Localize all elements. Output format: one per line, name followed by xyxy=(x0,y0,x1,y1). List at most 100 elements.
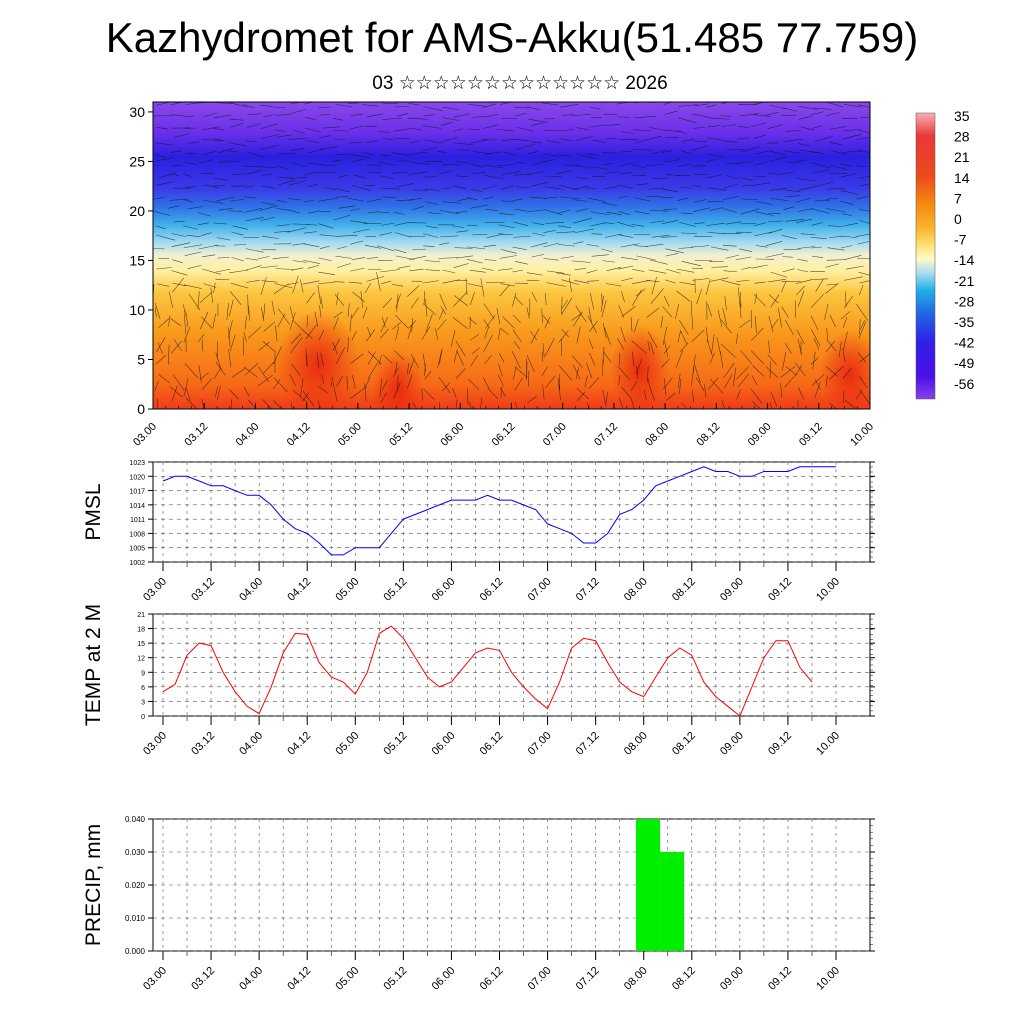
wind-segment xyxy=(197,334,205,343)
wind-segment xyxy=(246,151,266,158)
wind-segment xyxy=(288,209,301,214)
wind-segment xyxy=(562,128,574,132)
wind-segment xyxy=(662,188,678,193)
wind-segment xyxy=(304,171,320,176)
wind-segment xyxy=(798,115,812,120)
wind-segment xyxy=(319,245,330,249)
temperature-field xyxy=(153,102,870,409)
wind-segment xyxy=(198,244,219,250)
wind-segment xyxy=(499,255,517,259)
wind-segment xyxy=(574,228,595,233)
wind-segment xyxy=(811,374,825,386)
wind-segment xyxy=(591,233,603,235)
wind-segment xyxy=(246,265,262,271)
wind-segment xyxy=(843,235,857,239)
wind-segment xyxy=(230,199,245,202)
wind-segment xyxy=(617,195,628,199)
wind-segment xyxy=(453,292,468,307)
x-tick-label: 07.00 xyxy=(526,965,554,993)
wind-segment xyxy=(183,127,196,129)
wind-segment xyxy=(442,106,459,110)
wind-segment xyxy=(453,295,468,307)
wind-segment xyxy=(514,296,523,306)
wind-segment xyxy=(586,269,598,274)
wind-segment xyxy=(349,125,364,130)
wind-segment xyxy=(437,319,447,331)
wind-segment xyxy=(737,287,741,307)
wind-segment xyxy=(785,366,797,376)
wind-segment xyxy=(678,117,697,124)
wind-segment xyxy=(765,366,779,379)
wind-segment xyxy=(530,122,544,126)
x-tick-label: 05.00 xyxy=(333,965,361,993)
wind-segment xyxy=(617,184,634,189)
wind-segment xyxy=(407,285,420,297)
wind-segment xyxy=(202,138,222,142)
wind-segment xyxy=(723,195,740,200)
wind-segment xyxy=(781,280,787,293)
wind-segment xyxy=(276,199,288,203)
wind-segment xyxy=(336,375,344,388)
wind-segment xyxy=(526,272,543,276)
wind-segment xyxy=(425,269,441,271)
wind-segment xyxy=(855,233,870,237)
wind-segment xyxy=(335,255,352,259)
wind-segment xyxy=(483,319,490,328)
wind-segment xyxy=(514,378,523,391)
wind-segment xyxy=(661,150,673,154)
wind-segment xyxy=(798,185,818,191)
wind-segment xyxy=(439,348,443,365)
x-tick-label: 05.12 xyxy=(382,576,410,604)
wind-segment xyxy=(410,161,430,165)
wind-segment xyxy=(382,103,398,105)
wind-segment xyxy=(783,107,797,112)
wind-segment xyxy=(512,329,522,343)
wind-segment xyxy=(382,297,393,308)
wind-segment xyxy=(183,284,202,289)
wind-segment xyxy=(541,366,549,376)
wind-segment xyxy=(397,182,415,188)
wind-segment xyxy=(319,146,338,150)
wind-segment xyxy=(679,342,689,353)
wind-segment xyxy=(498,224,516,229)
wind-segment xyxy=(751,264,768,269)
wind-segment xyxy=(228,142,247,147)
wind-segment xyxy=(741,266,752,270)
x-tick-label: 10.00 xyxy=(814,965,842,993)
wind-segment xyxy=(631,280,651,285)
wind-segment xyxy=(751,400,760,409)
wind-segment xyxy=(811,246,822,249)
wind-segment xyxy=(726,162,739,165)
wind-segment xyxy=(367,268,382,270)
wind-segment xyxy=(382,137,394,141)
wind-segment xyxy=(546,282,566,287)
wind-segment xyxy=(333,214,351,221)
wind-segment xyxy=(512,292,517,307)
wind-segment xyxy=(604,222,615,224)
wind-segment xyxy=(183,326,191,343)
wind-segment xyxy=(707,377,719,390)
wind-segment xyxy=(530,330,538,341)
wind-segment xyxy=(347,303,350,317)
x-tick-label: 09.00 xyxy=(718,730,746,758)
wind-segment xyxy=(647,331,658,349)
colorbar-ramp xyxy=(915,112,936,400)
wind-segment xyxy=(784,342,792,354)
wind-segment xyxy=(721,279,741,286)
wind-segment xyxy=(307,148,325,154)
wind-segment xyxy=(711,266,728,268)
wind-segment xyxy=(423,106,443,112)
wind-segment xyxy=(707,137,723,141)
wind-segment xyxy=(425,188,441,191)
wind-segment xyxy=(543,258,559,261)
wind-segment xyxy=(318,329,325,341)
wind-segment xyxy=(243,331,247,342)
wind-segment xyxy=(197,291,200,309)
wind-segment xyxy=(483,244,497,247)
wind-segment xyxy=(750,350,765,365)
wind-segment xyxy=(558,365,573,381)
wind-segment xyxy=(813,169,830,174)
wind-segment xyxy=(859,280,870,284)
wind-segment xyxy=(501,200,514,203)
wind-segment xyxy=(856,136,870,140)
